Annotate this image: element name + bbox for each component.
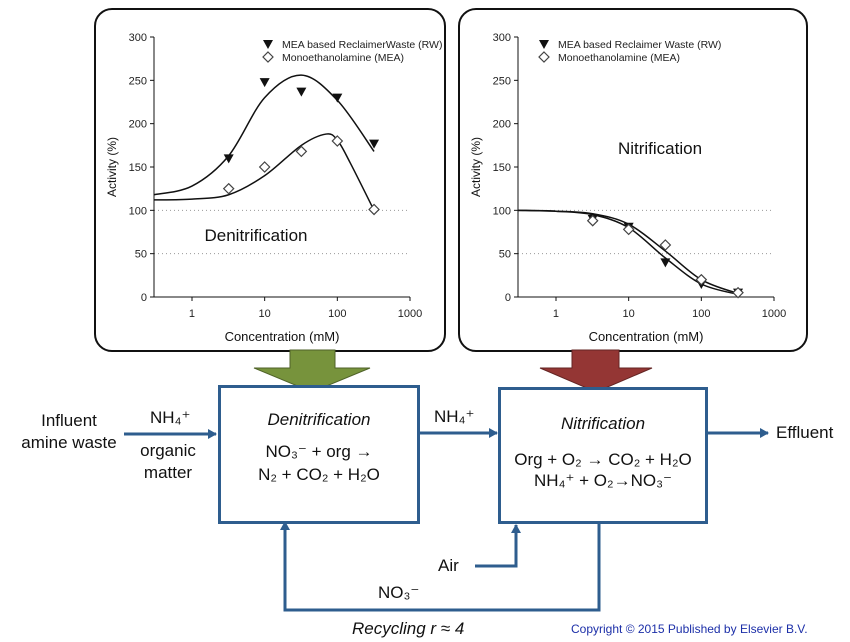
data-point-mea [586,214,599,227]
data-point-rw [660,258,671,268]
air-label: Air [438,556,459,575]
denitrification-box: Denitrification NO₃⁻ + org → N₂ + CO₂ + … [218,385,420,524]
y-tick-label: 200 [129,119,147,131]
influent-label-line1: Influent [41,411,97,430]
data-point-mea [695,273,708,286]
chart-title: Nitrification [618,139,702,158]
nh4-input-label: NH₄⁺ [150,408,191,427]
denitrification-chart-panel: 0 50 100 150 200 250 300 1 10 100 1000 Concentratio… [94,8,446,352]
y-tick-label: 300 [129,32,147,44]
air-arrow [475,524,521,568]
x-tick-label: 1000 [398,308,422,320]
y-tick-label: 250 [493,75,511,87]
data-point-mea [622,223,635,236]
y-axis-label: Activity (%) [469,137,483,197]
y-tick-label: 50 [135,249,147,261]
chart-title: Denitrification [205,226,308,245]
data-point-mea [222,182,235,195]
data-point-mea [258,161,271,173]
organic-matter-label-line1: organic [140,441,196,460]
data-point-mea [295,145,308,158]
data-point-mea [659,239,672,251]
x-tick-label: 10 [623,308,635,320]
data-point-mea [331,135,344,147]
y-tick-label: 0 [141,292,147,304]
x-tick-label: 10 [259,308,271,320]
nitrification-chart-panel: 0 50 100 150 200 250 300 1 10 100 1000 Concentratio… [458,8,808,352]
data-point-rw [296,87,307,97]
recycling-ratio-label: Recycling r ≈ 4 [352,619,465,638]
y-tick-label: 150 [129,162,147,174]
legend-label: MEA based ReclaimerWaste (RW) [282,39,442,51]
nitrification-chart: 0 50 100 150 200 250 300 1 10 100 1000 Concentratio… [469,32,786,344]
y-tick-label: 100 [493,205,511,217]
x-tick-label: 100 [328,308,346,320]
y-tick-label: 250 [129,75,147,87]
denitrification-equation-line1: NO₃⁻ + org → [265,442,373,461]
legend-label: Monoethanolamine (MEA) [282,52,404,64]
data-point-rw [223,154,234,164]
x-tick-label: 1 [189,308,195,320]
nitrate-recycle-label: NO₃⁻ [378,583,420,602]
y-tick-label: 200 [493,119,511,131]
denitrification-title: Denitrification [267,410,371,429]
x-tick-label: 1 [553,308,559,320]
effluent-label: Effluent [776,423,834,442]
legend-label: MEA based Reclaimer Waste (RW) [558,39,721,51]
legend-marker-mea [538,51,550,63]
legend-marker-rw [539,40,549,49]
y-tick-label: 150 [493,162,511,174]
legend-marker-rw [263,40,273,49]
y-axis-label: Activity (%) [105,137,119,197]
data-point-rw [332,93,343,103]
x-axis-label: Concentration (mM) [589,329,704,344]
nitrification-box: Nitrification Org + O₂ → CO₂ + H₂O NH₄⁺ … [498,387,708,524]
nitrification-title: Nitrification [560,414,646,433]
nitrification-equation-line2: NH₄⁺ + O₂→NO₃⁻ [533,471,673,490]
y-tick-label: 0 [505,292,511,304]
copyright-notice: Copyright © 2015 Published by Elsevier B… [571,622,808,636]
x-tick-label: 100 [692,308,710,320]
denitrification-chart: 0 50 100 150 200 250 300 1 10 100 1000 Concentratio… [105,32,442,344]
denitrification-equation-line2: N₂ + CO₂ + H₂O [258,465,380,484]
red-block-arrow [539,349,653,393]
data-point-mea [732,286,744,299]
data-point-rw [259,78,270,88]
y-tick-label: 300 [493,32,511,44]
organic-matter-label-line2: matter [143,463,193,482]
y-tick-label: 50 [499,249,511,261]
legend-marker-mea [262,51,274,63]
y-tick-label: 100 [129,205,147,217]
nh4-intermediate-label: NH₄⁺ [434,407,475,426]
legend-label: Monoethanolamine (MEA) [558,52,680,64]
data-point-mea [368,203,380,216]
influent-label-line2: amine waste [21,433,117,452]
nitrification-equation-line1: Org + O₂ → CO₂ + H₂O [514,450,692,469]
x-axis-label: Concentration (mM) [225,329,340,344]
fit-curve-mea [153,133,375,211]
data-point-rw [369,139,380,149]
x-tick-label: 1000 [762,308,786,320]
